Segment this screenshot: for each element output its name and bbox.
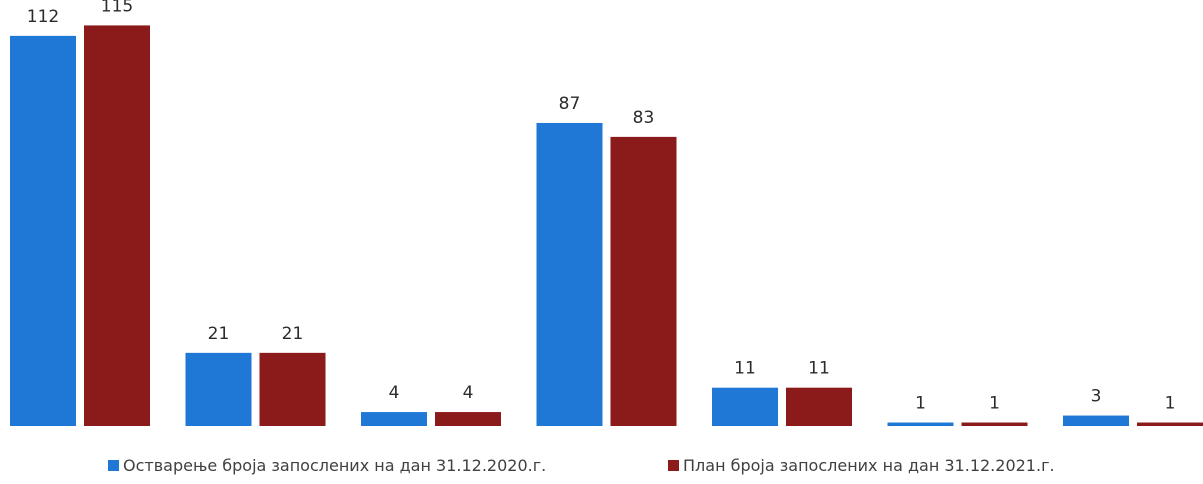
bar-s0-c1 <box>185 352 252 426</box>
bar-s0-c0 <box>10 35 76 426</box>
data-label-s1-c0: 115 <box>101 0 133 16</box>
data-label-s0-c2: 4 <box>389 383 400 403</box>
bar-s1-c4 <box>786 387 852 426</box>
data-label-s1-c1: 21 <box>282 324 304 344</box>
data-label-s0-c5: 1 <box>915 394 926 414</box>
legend-label-2021: План броја запослених на дан 31.12.2021.… <box>683 456 1055 475</box>
data-label-s0-c3: 87 <box>559 94 581 114</box>
legend-item-2021: План броја запослених на дан 31.12.2021.… <box>668 456 1055 475</box>
bar-s1-c0 <box>84 25 150 427</box>
data-label-s1-c6: 1 <box>1165 394 1176 414</box>
legend-swatch-2020 <box>108 460 119 471</box>
legend-item-2020: Остварење броја запослених на дан 31.12.… <box>108 456 546 475</box>
bar-s0-c6 <box>1063 415 1129 426</box>
legend-swatch-2021 <box>668 460 679 471</box>
legend: Остварење броја запослених на дан 31.12.… <box>0 456 1203 480</box>
bar-s0-c5 <box>887 422 954 426</box>
data-label-s0-c4: 11 <box>734 359 756 379</box>
bar-s0-c4 <box>712 387 778 426</box>
bar-s1-c2 <box>435 412 501 426</box>
data-label-s0-c0: 112 <box>27 7 59 27</box>
data-label-s1-c2: 4 <box>463 383 474 403</box>
data-label-s1-c3: 83 <box>633 108 655 128</box>
bar-s1-c5 <box>961 422 1028 426</box>
bar-s1-c3 <box>610 136 677 426</box>
legend-label-2020: Остварење броја запослених на дан 31.12.… <box>123 456 547 475</box>
data-label-s1-c4: 11 <box>808 359 830 379</box>
data-label-s0-c1: 21 <box>208 324 230 344</box>
bar-s1-c6 <box>1137 422 1203 426</box>
bar-s0-c3 <box>536 122 603 426</box>
bar-s1-c1 <box>259 352 326 426</box>
bar-s0-c2 <box>361 412 427 426</box>
data-label-s0-c6: 3 <box>1091 387 1102 407</box>
data-label-s1-c5: 1 <box>989 394 1000 414</box>
